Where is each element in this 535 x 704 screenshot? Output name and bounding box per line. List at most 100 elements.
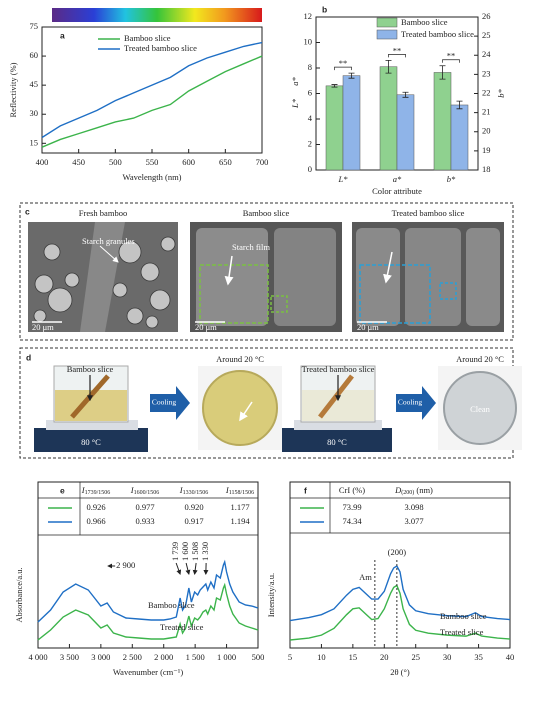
table-cell: 1.194 — [230, 516, 250, 526]
table-header: CrI (%) — [339, 485, 365, 495]
data-line — [289, 565, 511, 622]
header-main: I — [225, 485, 230, 495]
y-tick-label: 15 — [30, 137, 39, 147]
panel-d: d Bamboo slice 80 °C Cooling Around 20 °… — [19, 347, 522, 459]
x-tick-label: 3 000 — [91, 652, 110, 662]
header-main: CrI (%) — [339, 485, 365, 495]
peak-label: 1 739 — [170, 542, 180, 561]
bar — [379, 66, 398, 171]
x-tick-label: 15 — [349, 652, 358, 662]
image-annotation: Starch film — [232, 242, 270, 252]
image-title: Fresh bamboo — [79, 208, 127, 218]
header-main: I — [81, 485, 86, 495]
scale-bar-label: 20 μm — [195, 322, 217, 332]
y-tick-label: 60 — [30, 50, 39, 60]
panel-c: c Fresh bamboo Bamboo slice Treated bamb… — [19, 202, 514, 341]
x-tick-label: 5 — [288, 652, 292, 662]
table-cell: 74.34 — [342, 516, 362, 526]
panel-frame — [19, 202, 514, 341]
peak-arrow — [185, 562, 191, 575]
table-cell: 1.177 — [230, 502, 249, 512]
table-header: I1330/1506 — [179, 485, 209, 496]
series-label: Treated slice — [160, 622, 204, 632]
header-sub: (200) — [401, 489, 414, 496]
bar — [342, 75, 361, 171]
y-axis-label: Absorbance/a.u. — [14, 567, 24, 622]
x-tick-label: 40 — [506, 652, 515, 662]
scale-bar-label: 20 μm — [357, 322, 379, 332]
significance-label: ** — [447, 51, 456, 61]
result-title: Around 20 °C — [216, 354, 264, 364]
header-main: D — [394, 485, 402, 495]
data-line — [37, 582, 259, 641]
y-tick-label: 12 — [304, 11, 313, 21]
panel-label: e — [60, 485, 65, 495]
x-tick-label: 2 000 — [154, 652, 173, 662]
sem-image: Starch granules 20 μm — [28, 222, 178, 332]
bar — [396, 94, 415, 171]
x-axis-label: Wavelength (nm) — [122, 172, 181, 182]
y2-tick-label: 20 — [482, 126, 491, 136]
x-tick-label: 30 — [443, 652, 452, 662]
beaker-scene: Bamboo slice 80 °C Cooling Around 20 °C — [34, 354, 282, 452]
panel-label: f — [304, 485, 307, 495]
x-tick-label: 650 — [219, 157, 232, 167]
significance-bracket — [334, 66, 352, 71]
image-title: Treated bamboo slice — [392, 208, 465, 218]
image-title: Bamboo slice — [243, 208, 290, 218]
significance-bracket — [388, 54, 406, 58]
x-tick-label: 600 — [182, 157, 195, 167]
y2-axis-label: b* — [496, 89, 506, 98]
table-cell: 0.966 — [86, 516, 105, 526]
step-label: Cooling — [398, 398, 422, 407]
y2-tick-label: 18 — [482, 164, 491, 174]
marker-label: (200) — [388, 547, 407, 557]
result-label: Clean — [470, 404, 491, 414]
x-tick-label: 450 — [72, 157, 85, 167]
table-cell: 0.917 — [184, 516, 203, 526]
result-title: Around 20 °C — [456, 354, 504, 364]
table-cell: 73.99 — [342, 502, 361, 512]
y-axis-label: Intensity/a.u. — [266, 573, 276, 617]
y2-tick-label: 19 — [482, 145, 491, 155]
panel-label: b — [322, 4, 327, 14]
error-bar — [348, 72, 355, 79]
image-annotation: Starch granules — [82, 236, 135, 246]
temperature-label: 80 °C — [327, 437, 347, 447]
temperature-label: 80 °C — [81, 437, 101, 447]
series-label: Treated slice — [440, 627, 484, 637]
significance-label: ** — [339, 58, 348, 68]
significance-label: ** — [393, 45, 402, 55]
y-tick-label: 6 — [308, 87, 312, 97]
y-tick-label: 10 — [304, 36, 313, 46]
table-cell: 0.926 — [86, 502, 105, 512]
x-axis-label: Color attribute — [372, 186, 422, 196]
table-cell: 3.098 — [404, 502, 423, 512]
y-tick-label: 75 — [30, 21, 39, 31]
y2-tick-label: 23 — [482, 68, 491, 78]
peak-label: 1 600 — [180, 542, 190, 561]
panel-label: d — [26, 352, 31, 362]
panel-label: a — [60, 30, 65, 40]
x-tick-label: 400 — [36, 157, 49, 167]
x-tick-label: 2 500 — [123, 652, 142, 662]
legend-label: Bamboo slice — [124, 33, 171, 43]
x-tick-label: 1 000 — [217, 652, 236, 662]
panel-label: c — [25, 206, 30, 216]
sem-image: 20 μm — [352, 222, 504, 332]
peak-label: 1 508 — [190, 542, 200, 561]
y2-tick-label: 26 — [482, 11, 491, 21]
header-sub: 1330/1506 — [183, 490, 209, 496]
y-tick-label: 8 — [308, 62, 312, 72]
beaker-scene: Treated bamboo slice 80 °C Cooling Clean… — [282, 354, 522, 452]
error-bar — [439, 65, 446, 80]
table-header: D(200) (nm) — [394, 485, 433, 496]
table-header: I1600/1506 — [130, 485, 160, 496]
x-tick-label: 4 000 — [28, 652, 47, 662]
peak-label: 1 330 — [200, 542, 210, 561]
sample-label: Bamboo slice — [67, 364, 114, 374]
plot-frame — [289, 481, 511, 649]
y2-tick-label: 24 — [482, 49, 491, 59]
